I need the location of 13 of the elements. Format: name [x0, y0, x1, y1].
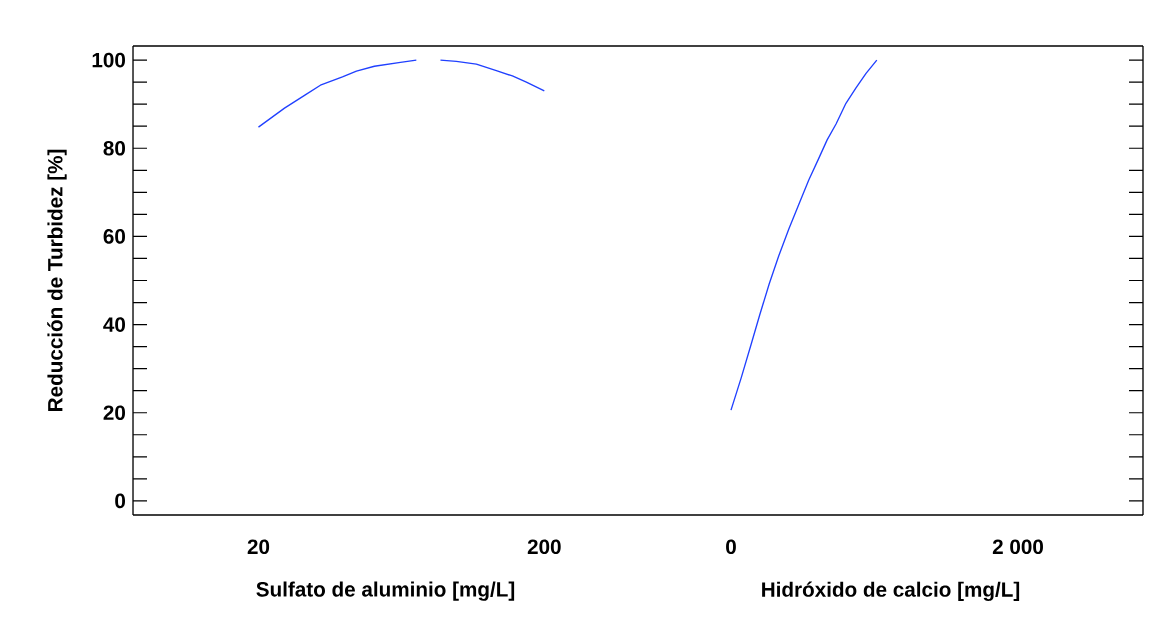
y-tick-label: 80: [103, 140, 125, 156]
x-tick-label: 2 000: [992, 539, 1043, 555]
y-tick-label: 20: [103, 405, 125, 421]
x-tick-label: 0: [726, 539, 736, 555]
y-axis-title: Reducción de Turbidez [%]: [47, 149, 67, 411]
x-axis-title: Sulfato de aluminio [mg/L]: [256, 581, 515, 601]
x-tick-label: 200: [527, 539, 561, 555]
x-axis-title: Hidróxido de calcio [mg/L]: [762, 581, 1020, 602]
y-tick-label: 100: [92, 52, 125, 68]
y-tick-label: 60: [103, 229, 125, 244]
y-tick-label: 0: [115, 493, 126, 509]
y-tick-label: 40: [103, 317, 125, 332]
x-tick-label: 20: [247, 539, 270, 555]
